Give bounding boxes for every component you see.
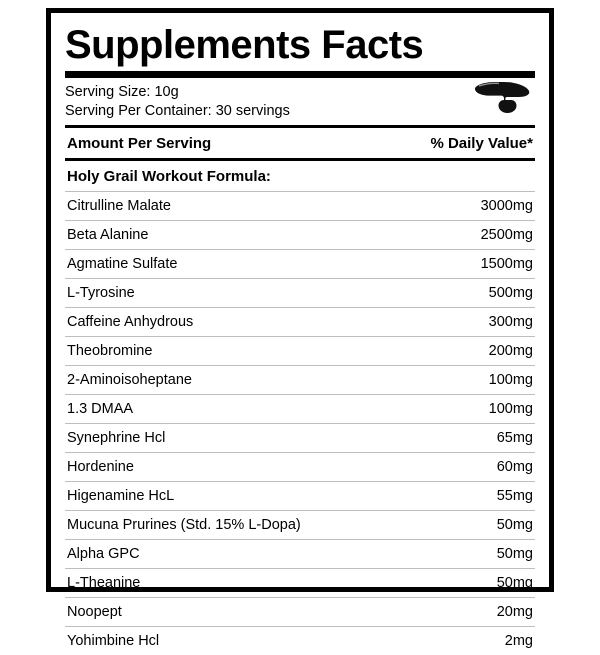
ingredient-amount: 100mg: [488, 372, 533, 389]
table-row: Caffeine Anhydrous 300mg: [65, 308, 535, 336]
row-divider: [65, 481, 535, 483]
table-row: 1.3 DMAA 100mg: [65, 395, 535, 423]
table-row: Agmatine Sulfate 1500mg: [65, 250, 535, 278]
row-divider: [65, 452, 535, 454]
ingredient-amount: 2500mg: [480, 227, 533, 244]
table-row: 2-Aminoisoheptane 100mg: [65, 366, 535, 394]
row-divider: [65, 423, 535, 425]
ingredient-amount: 50mg: [496, 517, 533, 534]
daily-value-label: % Daily Value*: [430, 135, 533, 153]
ingredient-amount: 65mg: [496, 430, 533, 447]
ingredient-name: Synephrine Hcl: [67, 430, 166, 447]
ingredient-name: L-Tyrosine: [67, 285, 135, 302]
ingredient-amount: 55mg: [496, 488, 533, 505]
ingredient-name: Hordenine: [67, 459, 134, 476]
ingredient-amount: 500mg: [488, 285, 533, 302]
row-divider: [65, 568, 535, 570]
formula-name: Holy Grail Workout Formula:: [67, 168, 271, 186]
amount-per-serving-label: Amount Per Serving: [67, 135, 212, 153]
row-divider: [65, 597, 535, 599]
title-divider: [65, 71, 535, 78]
serving-size: Serving Size: 10g: [65, 84, 179, 100]
ingredient-amount: 300mg: [488, 314, 533, 331]
ingredient-name: L-Theanine: [67, 575, 141, 592]
ingredient-name: Alpha GPC: [67, 546, 140, 563]
table-row: Synephrine Hcl 65mg: [65, 424, 535, 452]
ingredient-amount: 200mg: [488, 343, 533, 360]
table-row: Alpha GPC 50mg: [65, 540, 535, 568]
table-row: Citrulline Malate 3000mg: [65, 192, 535, 220]
row-divider: [65, 336, 535, 338]
ingredient-name: 1.3 DMAA: [67, 401, 134, 418]
page-title: Supplements Facts: [65, 23, 424, 67]
row-divider: [65, 191, 535, 193]
ingredient-name: Theobromine: [67, 343, 153, 360]
table-row: Theobromine 200mg: [65, 337, 535, 365]
ingredient-amount: 1500mg: [480, 256, 533, 273]
ingredient-name: Noopept: [67, 604, 122, 621]
ingredient-amount: 50mg: [496, 546, 533, 563]
ingredient-name: Beta Alanine: [67, 227, 149, 244]
row-divider: [65, 365, 535, 367]
row-divider: [65, 539, 535, 541]
row-divider: [65, 394, 535, 396]
table-row: Noopept 20mg: [65, 598, 535, 626]
ingredient-name: Agmatine Sulfate: [67, 256, 178, 273]
ingredient-amount: 50mg: [496, 575, 533, 592]
row-divider: [65, 220, 535, 222]
serving-info: Serving Size: 10g Serving Per Container:…: [65, 78, 535, 125]
ingredient-list: Citrulline Malate 3000mg Beta Alanine 25…: [65, 191, 535, 655]
ingredient-amount: 100mg: [488, 401, 533, 418]
amount-per-serving-header: Amount Per Serving % Daily Value*: [65, 128, 535, 158]
row-divider: [65, 510, 535, 512]
ingredient-name: Caffeine Anhydrous: [67, 314, 194, 331]
ingredient-name: Higenamine HcL: [67, 488, 175, 505]
supplement-facts-panel: Supplements Facts Serving Size: 10g Serv…: [46, 8, 554, 649]
header-divider: [65, 158, 535, 162]
row-divider: [65, 249, 535, 251]
row-divider: [65, 307, 535, 309]
ingredient-amount: 3000mg: [480, 198, 533, 215]
ingredient-amount: 20mg: [496, 604, 533, 621]
ingredient-amount: 60mg: [496, 459, 533, 476]
ingredient-name: 2-Aminoisoheptane: [67, 372, 192, 389]
table-row: L-Theanine 50mg: [65, 569, 535, 597]
serving-per-container: Serving Per Container: 30 servings: [65, 103, 290, 120]
table-row: Higenamine HcL 55mg: [65, 482, 535, 510]
ingredient-name: Yohimbine Hcl: [67, 633, 160, 650]
table-row: Mucuna Prurines (Std. 15% L-Dopa) 50mg: [65, 511, 535, 539]
ingredient-name: Mucuna Prurines (Std. 15% L-Dopa): [67, 517, 301, 534]
table-row: Hordenine 60mg: [65, 453, 535, 481]
scoop-icon: [471, 80, 533, 116]
table-row: Beta Alanine 2500mg: [65, 221, 535, 249]
table-row: L-Tyrosine 500mg: [65, 279, 535, 307]
ingredient-amount: 2mg: [504, 633, 533, 650]
serving-divider: [65, 125, 535, 129]
row-divider: [65, 278, 535, 280]
ingredient-name: Citrulline Malate: [67, 198, 171, 215]
table-row: Yohimbine Hcl 2mg: [65, 627, 535, 655]
